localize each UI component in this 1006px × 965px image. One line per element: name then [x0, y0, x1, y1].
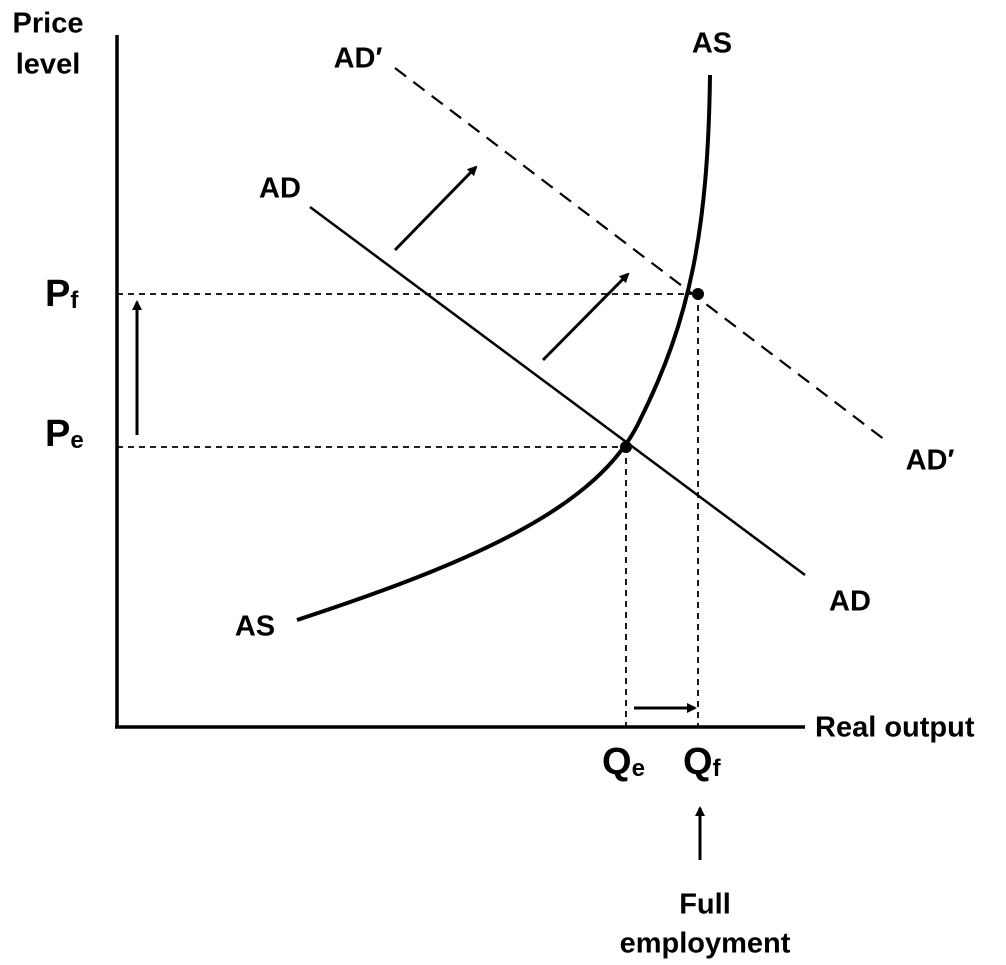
curve-label: AD [259, 173, 301, 205]
curve-label: AD′ [906, 445, 955, 477]
subscript: f [70, 287, 79, 314]
curve-label: AS [692, 28, 732, 60]
note: Full [679, 889, 731, 921]
quantity-label: Qf [683, 741, 722, 783]
y-axis-label: Price [13, 8, 84, 40]
axes [115, 35, 805, 729]
price-label: Pf [45, 273, 79, 315]
x-axis-label: Real output [815, 712, 975, 744]
equilibrium-point [692, 288, 704, 300]
subscript: e [70, 427, 83, 454]
curve-label: AS [235, 611, 275, 643]
arrow [393, 165, 478, 252]
letter: P [45, 413, 70, 455]
note: employment [620, 928, 791, 960]
quantity-label: Qe [602, 741, 645, 783]
letter: Q [602, 741, 632, 783]
subscript: f [713, 755, 722, 782]
price-label: Pe [45, 413, 84, 455]
arrow [541, 272, 630, 362]
arrows [132, 165, 705, 860]
guide-lines [117, 293, 699, 727]
equilibrium-point [620, 441, 632, 453]
as-curve [296, 74, 712, 622]
curve-label: AD′ [334, 43, 383, 75]
curve-label: AD [829, 586, 871, 618]
subscript: e [632, 755, 645, 782]
letter: P [45, 273, 70, 315]
ad-shifted-curve [394, 67, 886, 441]
ad-curve [309, 205, 806, 577]
letter: Q [683, 741, 713, 783]
y-axis-label: level [16, 49, 81, 81]
